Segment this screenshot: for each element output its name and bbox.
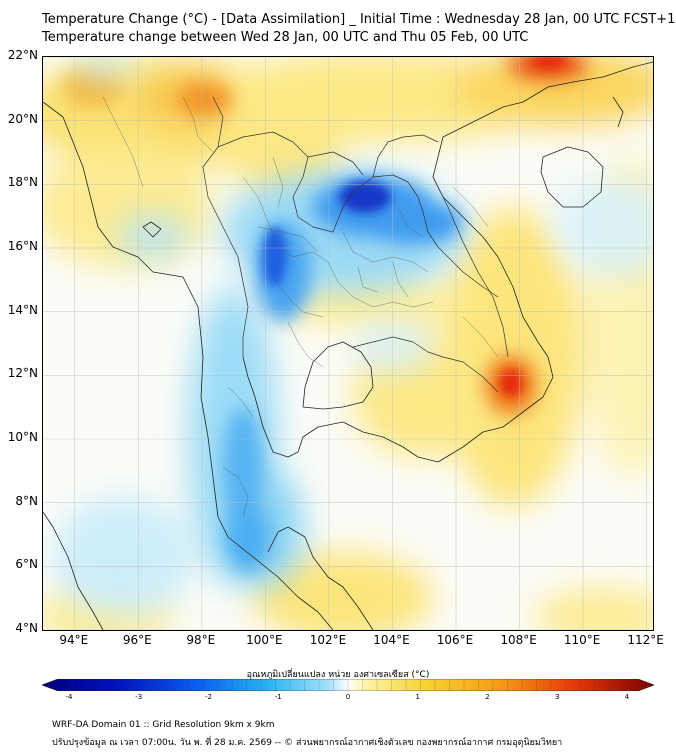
colorbar-tick-label: 0 bbox=[345, 693, 351, 701]
latitude-label: 18°N bbox=[7, 175, 38, 190]
peak-hot-spots bbox=[499, 57, 567, 397]
gridlines bbox=[43, 57, 653, 630]
colorbar-tick-label: 2 bbox=[485, 693, 490, 701]
latitude-label: 22°N bbox=[7, 48, 38, 62]
longitude-label: 102°E bbox=[309, 633, 347, 647]
longitude-label: 110°E bbox=[563, 633, 601, 647]
colorbar-tick-label: -4 bbox=[65, 693, 73, 701]
longitude-label: 96°E bbox=[122, 633, 152, 647]
longitude-label: 112°E bbox=[627, 633, 664, 647]
coastlines bbox=[43, 61, 653, 630]
latitude-label: 12°N bbox=[7, 366, 38, 381]
colorbar bbox=[42, 679, 654, 691]
longitude-label: 98°E bbox=[186, 633, 216, 647]
longitude-label: 94°E bbox=[59, 633, 89, 647]
colorbar-tick-label: 4 bbox=[624, 693, 630, 701]
footer-credit: ปรับปรุงข้อมูล ณ เวลา 07:00น. วัน พ. ที่… bbox=[52, 738, 563, 748]
colorbar-tick-label: 3 bbox=[555, 693, 560, 701]
colorbar-tick-label: -3 bbox=[135, 693, 143, 701]
map-title: Temperature Change (°C) - [Data Assimila… bbox=[42, 12, 676, 27]
hot-spots bbox=[63, 57, 588, 415]
latitude-label: 6°N bbox=[15, 557, 38, 572]
latitude-label: 4°N bbox=[15, 621, 38, 635]
country-borders bbox=[202, 96, 509, 393]
latitude-label: 20°N bbox=[7, 111, 38, 126]
latitude-label: 16°N bbox=[7, 239, 38, 253]
map-subtitle: Temperature change between Wed 28 Jan, 0… bbox=[42, 30, 529, 45]
footer-model-info: WRF-DA Domain 01 :: Grid Resolution 9km … bbox=[52, 720, 275, 730]
longitude-label: 108°E bbox=[500, 633, 537, 647]
colorbar-tick-label: 1 bbox=[415, 693, 420, 701]
peak-cold-spots bbox=[263, 181, 391, 287]
colorbar-tick-label: -1 bbox=[274, 693, 282, 701]
latitude-label: 14°N bbox=[7, 302, 38, 317]
colorbar-tick-label: -2 bbox=[205, 693, 212, 701]
latitude-label: 8°N bbox=[15, 493, 38, 508]
colorbar-label: อุณหภูมิเปลี่ยนแปลง หน่วย องศาเซลเซียส (… bbox=[246, 670, 430, 680]
longitude-label: 106°E bbox=[436, 633, 474, 647]
latitude-label: 10°N bbox=[7, 430, 38, 444]
longitude-label: 104°E bbox=[373, 633, 410, 647]
longitude-label: 100°E bbox=[246, 633, 283, 647]
province-borders bbox=[102, 96, 499, 518]
temperature-change-map bbox=[42, 56, 654, 631]
map-canvas bbox=[43, 57, 653, 630]
